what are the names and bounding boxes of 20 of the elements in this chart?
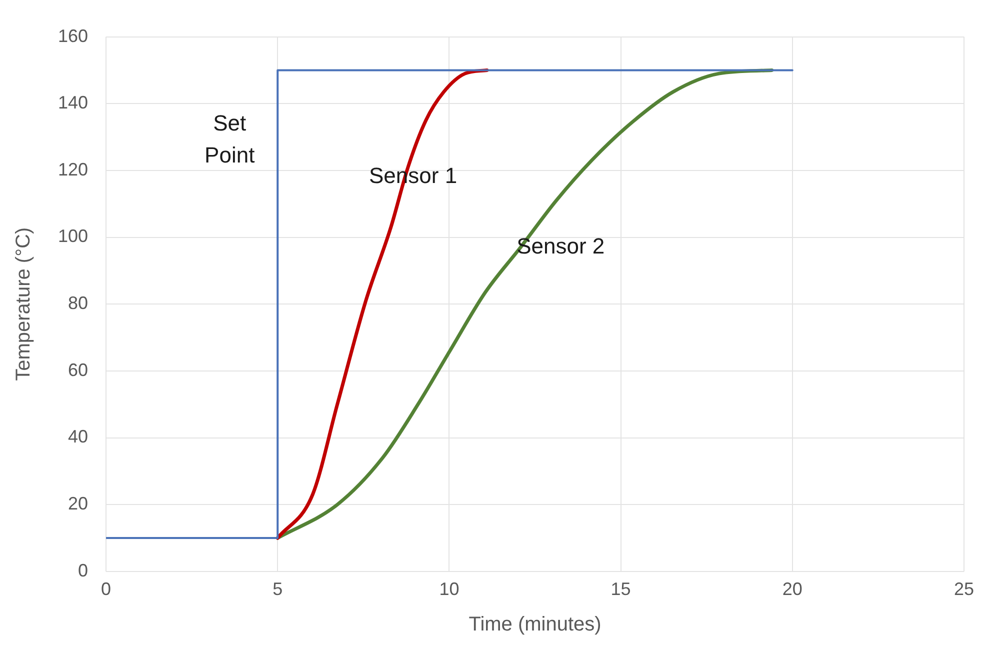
x-tick-label: 20 — [782, 579, 802, 600]
x-axis-title: Time (minutes) — [468, 614, 602, 636]
line-series — [276, 68, 774, 540]
y-tick-label: 20 — [68, 494, 88, 514]
x-tick-label: 15 — [610, 579, 631, 600]
y-tick-label: 100 — [58, 226, 88, 246]
line-series — [276, 68, 489, 540]
y-tick-label: 60 — [68, 360, 88, 380]
y-tick-label: 160 — [58, 26, 88, 46]
y-tick-label: 140 — [58, 92, 88, 113]
y-tick-label: 80 — [68, 293, 88, 314]
x-tick-label: 10 — [439, 579, 460, 600]
x-tick-label: 25 — [954, 579, 974, 600]
y-tick-label: 40 — [68, 426, 88, 447]
x-tick-label: 0 — [101, 579, 112, 600]
y-tick-label: 120 — [58, 159, 88, 180]
x-tick-label: 5 — [272, 579, 283, 600]
series-label: Set Point — [204, 110, 255, 168]
y-tick-label: 0 — [78, 560, 88, 580]
y-axis-title: Temperature (°C) — [12, 227, 35, 381]
